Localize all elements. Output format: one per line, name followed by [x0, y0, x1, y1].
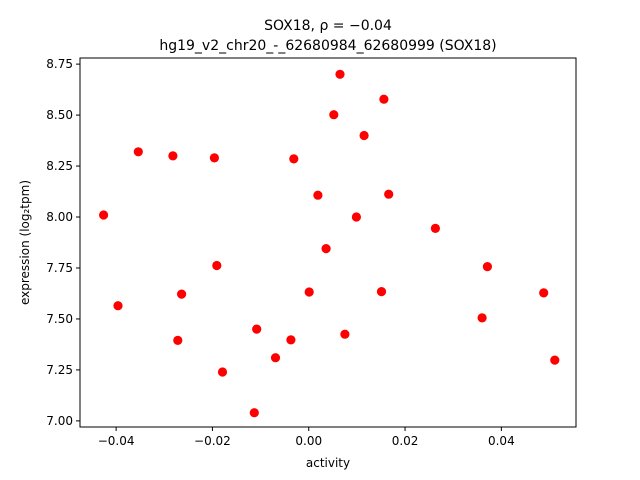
y-tick-label-1: 7.25 [46, 363, 73, 377]
data-point-8 [217, 367, 228, 377]
data-point-5 [177, 289, 187, 299]
data-point-3 [168, 151, 178, 161]
data-point-19 [340, 329, 350, 339]
data-point-11 [270, 353, 281, 363]
data-point-1 [113, 301, 123, 311]
data-point-24 [384, 189, 394, 199]
data-point-2 [133, 147, 143, 157]
data-point-12 [286, 335, 296, 345]
data-point-7 [212, 260, 222, 271]
data-point-23 [379, 94, 389, 104]
data-point-25 [430, 223, 440, 233]
data-point-13 [289, 154, 299, 164]
data-point-16 [321, 244, 331, 254]
data-point-21 [359, 130, 369, 141]
data-point-22 [376, 287, 387, 297]
chart-title-line1: SOX18, ρ = −0.04 [264, 18, 392, 34]
x-tick-label-0: −0.04 [98, 434, 135, 448]
y-tick-label-3: 7.75 [46, 261, 73, 275]
data-point-28 [539, 288, 549, 298]
data-point-0 [99, 210, 109, 220]
y-tick-label-7: 8.75 [46, 57, 73, 71]
y-tick-label-4: 8.00 [46, 210, 73, 224]
data-point-4 [173, 335, 183, 345]
data-point-10 [252, 324, 262, 334]
x-tick-label-4: 0.04 [488, 434, 515, 448]
plot-frame [79, 57, 577, 428]
data-point-14 [304, 287, 314, 297]
data-point-9 [249, 408, 259, 418]
y-axis-ticks: 7.00 7.25 7.50 7.75 8.00 8.25 8.50 8.75 [46, 57, 80, 428]
points-layer [99, 69, 560, 418]
data-point-27 [482, 262, 492, 272]
data-point-20 [351, 212, 361, 222]
x-tick-label-3: 0.02 [392, 434, 419, 448]
data-point-29 [550, 355, 560, 365]
y-tick-label-2: 7.50 [46, 312, 73, 326]
data-point-17 [329, 110, 339, 120]
x-tick-label-2: 0.00 [295, 434, 322, 448]
data-point-6 [209, 153, 219, 163]
x-axis-label: activity [306, 456, 350, 470]
y-tick-label-5: 8.25 [46, 159, 73, 173]
data-point-26 [477, 313, 487, 323]
x-tick-label-1: −0.02 [194, 434, 231, 448]
data-point-18 [335, 69, 345, 79]
chart-title-line2: hg19_v2_chr20_-_62680984_62680999 (SOX18… [159, 38, 496, 54]
y-axis-label: expression (log₂tpm) [18, 180, 32, 305]
x-axis-ticks: −0.04 −0.02 0.00 0.02 0.04 [98, 427, 515, 448]
y-tick-label-6: 8.50 [46, 108, 73, 122]
data-point-15 [313, 190, 323, 200]
y-tick-label-0: 7.00 [46, 414, 73, 428]
